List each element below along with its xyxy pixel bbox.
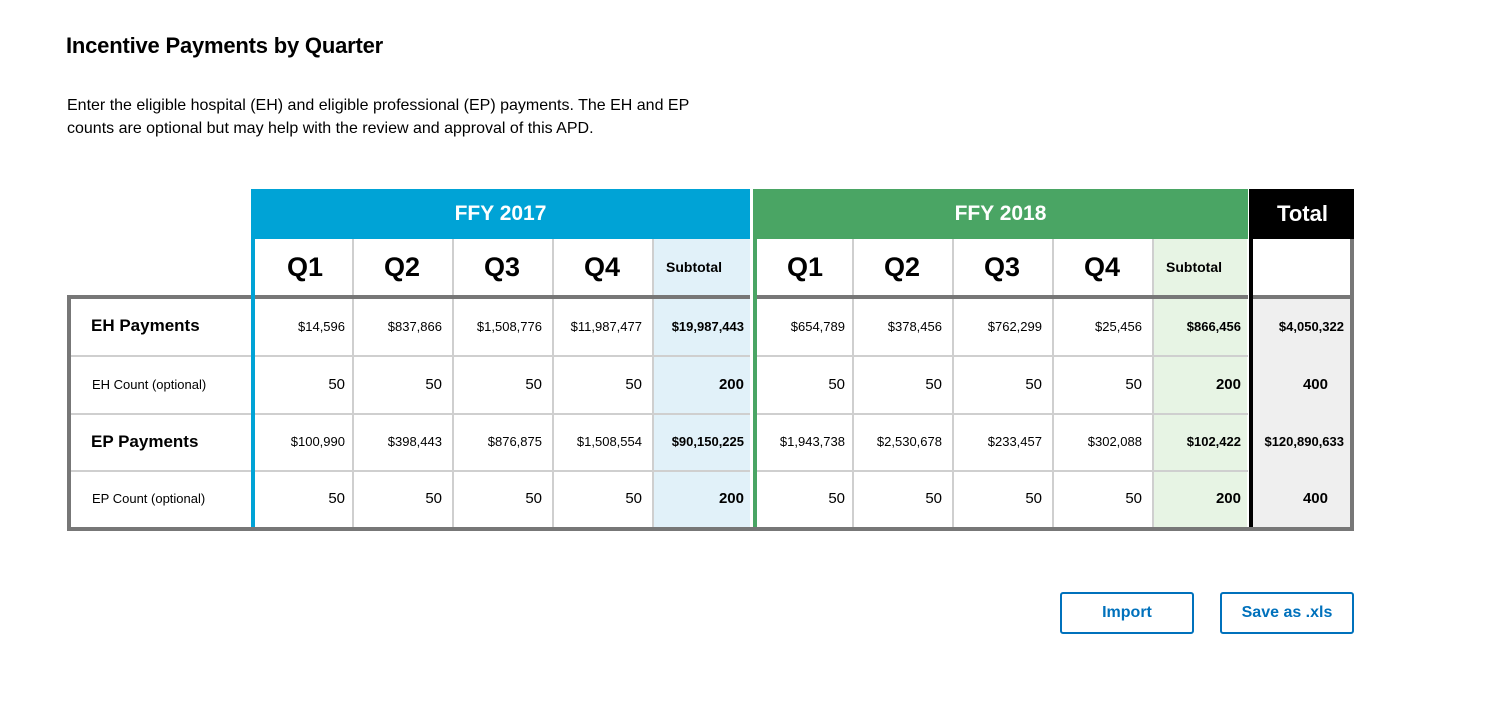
quarter-header-q3: Q3 [483,251,521,282]
count-input[interactable]: 50 [525,490,542,507]
payment-input[interactable]: $11,987,477 [570,318,642,334]
total-value: 400 [1302,375,1328,393]
grid-divider [952,239,954,527]
count-input[interactable]: 50 [925,490,942,507]
total-value: $4,050,322 [1278,318,1344,334]
ffy2018-left-border [753,189,757,527]
count-input[interactable]: 50 [425,375,442,393]
table-border [67,527,1354,531]
import-button[interactable]: Import [1060,592,1194,634]
subtotal-value: $19,987,443 [671,318,744,334]
total-value: $120,890,633 [1264,434,1344,449]
total-left-border [1249,189,1253,527]
row-label: EP Count (optional) [92,491,206,506]
payment-input[interactable]: $100,990 [290,434,345,449]
quarter-header-q4: Q4 [583,251,621,282]
payment-input[interactable]: $378,456 [887,318,942,334]
quarter-header-q4: Q4 [1083,251,1121,282]
total-header: Total [1251,189,1354,239]
payment-input[interactable]: $762,299 [987,318,1042,334]
grid-divider [1152,239,1154,527]
subtotal-value: 200 [1215,375,1241,393]
payment-input[interactable]: $2,530,678 [876,434,942,449]
quarter-header-q1: Q1 [786,251,824,282]
page-title: Incentive Payments by Quarter [66,33,383,58]
grid-divider [652,239,654,527]
total-value: 400 [1302,490,1328,507]
page-description: Enter the eligible hospital (EH) and eli… [67,97,689,137]
total-column-bg [1253,297,1350,527]
count-input[interactable]: 50 [525,375,542,393]
ffy-2018-header: FFY 2018 [753,189,1248,239]
count-input[interactable]: 50 [1125,490,1142,507]
payment-input[interactable]: $654,789 [790,318,845,334]
subtotal-value: 200 [718,375,744,393]
count-input[interactable]: 50 [328,490,345,507]
subtotal-value: 200 [718,490,744,507]
payment-input[interactable]: $233,457 [987,434,1042,449]
table-border [67,295,1354,299]
count-input[interactable]: 50 [925,375,942,393]
subtotal-value: 200 [1215,490,1241,507]
payment-input[interactable]: $25,456 [1095,318,1142,334]
ffy-2017-header: FFY 2017 [251,189,750,239]
row-label: EH Payments [91,316,200,335]
count-input[interactable]: 50 [625,490,642,507]
table-border [1350,239,1354,531]
ffy2017-subtotal-column-bg [652,239,750,527]
grid-divider [852,239,854,527]
year-gap [750,189,753,527]
count-input[interactable]: 50 [1025,375,1042,393]
payment-input[interactable]: $14,596 [298,318,345,334]
subtotal-value: $866,456 [1186,318,1241,334]
payment-input[interactable]: $1,943,738 [779,434,845,449]
payment-input[interactable]: $398,443 [387,434,442,449]
quarter-header-q1: Q1 [286,251,324,282]
payment-input[interactable]: $876,875 [487,434,542,449]
grid-divider [71,413,1251,415]
grid-divider [1052,239,1054,527]
grid-divider [71,470,1251,472]
grid-divider [352,239,354,527]
count-input[interactable]: 50 [1125,375,1142,393]
ffy2018-subtotal-column-bg [1152,239,1247,527]
subtotal-header: Subtotal [1166,259,1222,275]
count-input[interactable]: 50 [425,490,442,507]
payment-input[interactable]: $837,866 [387,318,442,334]
grid-divider [552,239,554,527]
payment-input[interactable]: $1,508,554 [576,434,642,449]
payment-input[interactable]: $1,508,776 [476,318,542,334]
count-input[interactable]: 50 [1025,490,1042,507]
ffy2017-left-border [251,189,255,527]
quarter-header-q3: Q3 [983,251,1021,282]
subtotal-header: Subtotal [666,259,722,275]
table-border [67,295,71,531]
payment-input[interactable]: $302,088 [1087,434,1142,449]
count-input[interactable]: 50 [828,375,845,393]
incentive-payments-table: FFY 2017 FFY 2018 Total Q1 Q2 Q3 Q4 Subtotal Q1 Q… [67,189,1354,531]
row-label: EH Count (optional) [92,376,207,392]
count-input[interactable]: 50 [828,490,845,507]
grid-divider [452,239,454,527]
count-input[interactable]: 50 [328,375,345,393]
quarter-header-q2: Q2 [883,251,921,282]
save-as-xls-button[interactable]: Save as .xls [1220,592,1354,634]
quarter-header-q2: Q2 [383,251,421,282]
row-label: EP Payments [91,431,199,451]
subtotal-value: $90,150,225 [671,434,744,449]
grid-divider [71,355,1251,357]
count-input[interactable]: 50 [625,375,642,393]
subtotal-value: $102,422 [1186,434,1241,449]
